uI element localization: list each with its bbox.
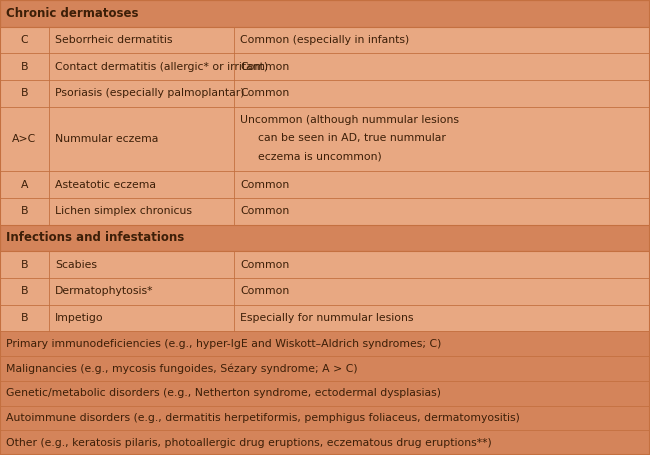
Text: A>C: A>C: [12, 134, 36, 144]
Bar: [0, 405, 650, 430]
Bar: [0, 225, 650, 251]
Text: Lichen simplex chronicus: Lichen simplex chronicus: [55, 206, 192, 216]
Bar: [0, 0, 650, 27]
Text: Common (especially in infants): Common (especially in infants): [240, 35, 410, 45]
Text: B: B: [21, 88, 28, 98]
Text: Other (e.g., keratosis pilaris, photoallergic drug eruptions, eczematous drug er: Other (e.g., keratosis pilaris, photoall…: [6, 438, 492, 448]
Text: A: A: [21, 180, 28, 190]
Text: Genetic/metabolic disorders (e.g., Netherton syndrome, ectodermal dysplasias): Genetic/metabolic disorders (e.g., Nethe…: [6, 388, 441, 398]
Bar: [0, 106, 650, 172]
Text: eczema is uncommon): eczema is uncommon): [258, 152, 382, 162]
Bar: [0, 304, 650, 331]
Text: B: B: [21, 313, 28, 323]
Text: Dermatophytosis*: Dermatophytosis*: [55, 286, 153, 296]
Bar: [0, 251, 650, 278]
Text: Malignancies (e.g., mycosis fungoides, Sézary syndrome; A > C): Malignancies (e.g., mycosis fungoides, S…: [6, 363, 358, 374]
Text: C: C: [21, 35, 28, 45]
Text: Common: Common: [240, 206, 289, 216]
Text: B: B: [21, 286, 28, 296]
Text: B: B: [21, 260, 28, 270]
Text: Asteatotic eczema: Asteatotic eczema: [55, 180, 156, 190]
Bar: [0, 27, 650, 53]
Text: Chronic dermatoses: Chronic dermatoses: [6, 7, 138, 20]
Bar: [0, 172, 650, 198]
Bar: [0, 381, 650, 405]
Text: Common: Common: [240, 61, 289, 71]
Bar: [0, 198, 650, 225]
Text: Nummular eczema: Nummular eczema: [55, 134, 158, 144]
Text: Impetigo: Impetigo: [55, 313, 103, 323]
Text: B: B: [21, 206, 28, 216]
Bar: [0, 80, 650, 106]
Text: Contact dermatitis (allergic* or irritant): Contact dermatitis (allergic* or irritan…: [55, 61, 268, 71]
Text: Common: Common: [240, 88, 289, 98]
Bar: [0, 430, 650, 455]
Bar: [0, 278, 650, 304]
Bar: [0, 53, 650, 80]
Text: Scabies: Scabies: [55, 260, 97, 270]
Bar: [0, 356, 650, 381]
Bar: [0, 331, 650, 356]
Text: can be seen in AD, true nummular: can be seen in AD, true nummular: [258, 133, 446, 143]
Text: B: B: [21, 61, 28, 71]
Text: Common: Common: [240, 286, 289, 296]
Text: Seborrheic dermatitis: Seborrheic dermatitis: [55, 35, 172, 45]
Text: Common: Common: [240, 180, 289, 190]
Text: Uncommon (although nummular lesions: Uncommon (although nummular lesions: [240, 115, 459, 125]
Text: Autoimmune disorders (e.g., dermatitis herpetiformis, pemphigus foliaceus, derma: Autoimmune disorders (e.g., dermatitis h…: [6, 413, 520, 423]
Text: Primary immunodeficiencies (e.g., hyper-IgE and Wiskott–Aldrich syndromes; C): Primary immunodeficiencies (e.g., hyper-…: [6, 339, 441, 349]
Text: Infections and infestations: Infections and infestations: [6, 232, 184, 244]
Text: Psoriasis (especially palmoplantar): Psoriasis (especially palmoplantar): [55, 88, 244, 98]
Text: Especially for nummular lesions: Especially for nummular lesions: [240, 313, 413, 323]
Text: Common: Common: [240, 260, 289, 270]
